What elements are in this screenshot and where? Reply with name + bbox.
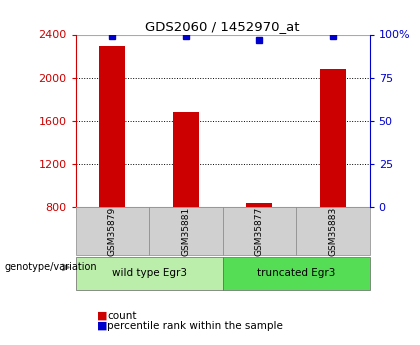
Text: genotype/variation: genotype/variation bbox=[4, 263, 97, 272]
Text: ■: ■ bbox=[97, 311, 107, 321]
Text: GSM35881: GSM35881 bbox=[181, 206, 190, 256]
Text: percentile rank within the sample: percentile rank within the sample bbox=[107, 321, 283, 331]
Text: GSM35877: GSM35877 bbox=[255, 206, 264, 256]
Text: ■: ■ bbox=[97, 321, 107, 331]
Bar bbox=[223, 257, 370, 290]
Bar bbox=[247, 203, 272, 207]
Text: wild type Egr3: wild type Egr3 bbox=[112, 268, 186, 278]
Text: truncated Egr3: truncated Egr3 bbox=[257, 268, 335, 278]
Bar bbox=[149, 207, 223, 255]
Bar bbox=[173, 112, 199, 207]
Bar bbox=[223, 207, 296, 255]
Bar bbox=[296, 207, 370, 255]
Bar bbox=[100, 46, 125, 207]
Text: GSM35883: GSM35883 bbox=[328, 206, 337, 256]
Text: count: count bbox=[107, 311, 136, 321]
Title: GDS2060 / 1452970_at: GDS2060 / 1452970_at bbox=[145, 20, 300, 33]
Bar bbox=[320, 69, 346, 207]
Text: GSM35879: GSM35879 bbox=[108, 206, 117, 256]
Bar bbox=[76, 207, 149, 255]
Bar bbox=[76, 257, 223, 290]
